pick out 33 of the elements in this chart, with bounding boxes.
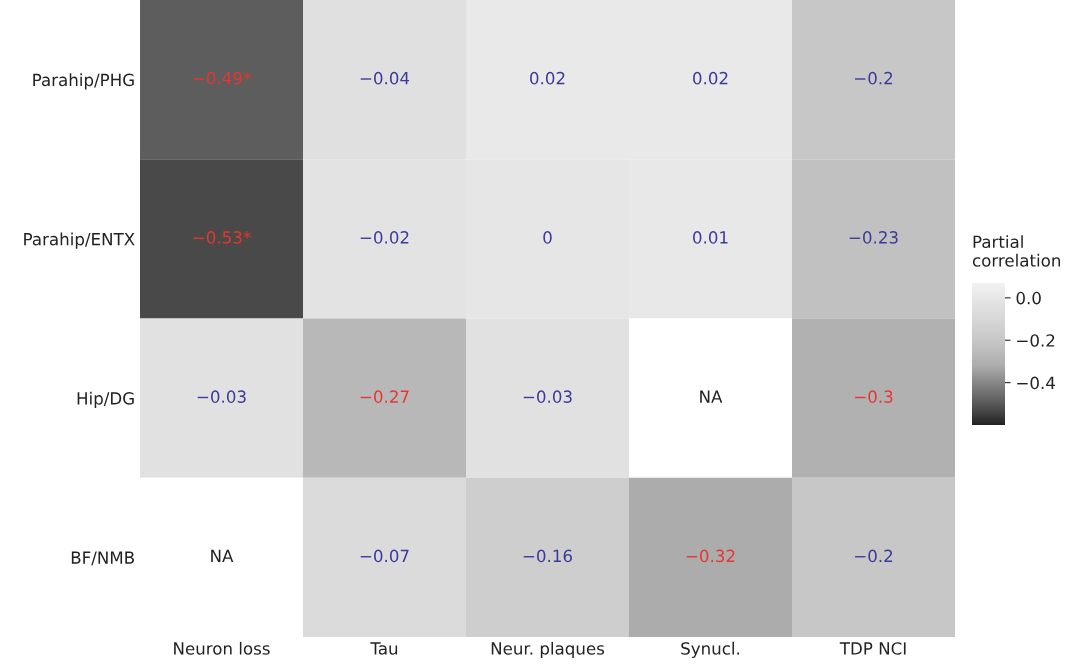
y-tick-label: Parahip/PHG	[33, 73, 134, 90]
data-label: −0.23	[849, 231, 898, 244]
data-label: −0.02	[360, 231, 409, 244]
color-bar-label: −0.2	[1017, 334, 1055, 347]
color-bar-label: 0.0	[1016, 291, 1041, 305]
legend-title: Partial correlation	[972, 235, 1061, 267]
data-label: −0.07	[360, 549, 409, 563]
data-label: −0.16	[523, 549, 572, 563]
y-tick-label: Parahip/ENTX	[24, 232, 135, 249]
data-label: −0.03	[523, 390, 572, 403]
data-label: −0.04	[360, 71, 410, 85]
data-label: −0.3	[855, 390, 893, 403]
color-bar-label: −0.4	[1017, 376, 1055, 390]
data-label: −0.2	[855, 71, 893, 85]
x-tick-label: Neuron loss	[174, 641, 270, 655]
data-label: −0.32	[686, 549, 735, 563]
data-label: −0.53*	[193, 231, 251, 244]
y-tick-label: Hip/DG	[77, 391, 134, 408]
x-tick-label: Neur. plaques	[491, 641, 605, 658]
data-label: −0.2	[855, 549, 893, 563]
x-tick-label: Synucl.	[681, 641, 740, 658]
x-tick-label: TDP NCI	[839, 642, 906, 655]
text: NA	[700, 390, 723, 403]
y-tick-label: BF/NMB	[71, 551, 134, 566]
text: NA	[211, 549, 234, 562]
data-label: −0.49*	[193, 71, 251, 85]
data-label: −0.27	[360, 390, 409, 403]
data-label: 0.02	[693, 71, 728, 85]
x-tick-label: Tau	[370, 642, 398, 655]
data-label: −0.03	[197, 390, 246, 403]
data-label: 0.02	[530, 71, 565, 85]
data-label: 0	[543, 231, 552, 244]
data-label: 0.01	[693, 231, 728, 244]
